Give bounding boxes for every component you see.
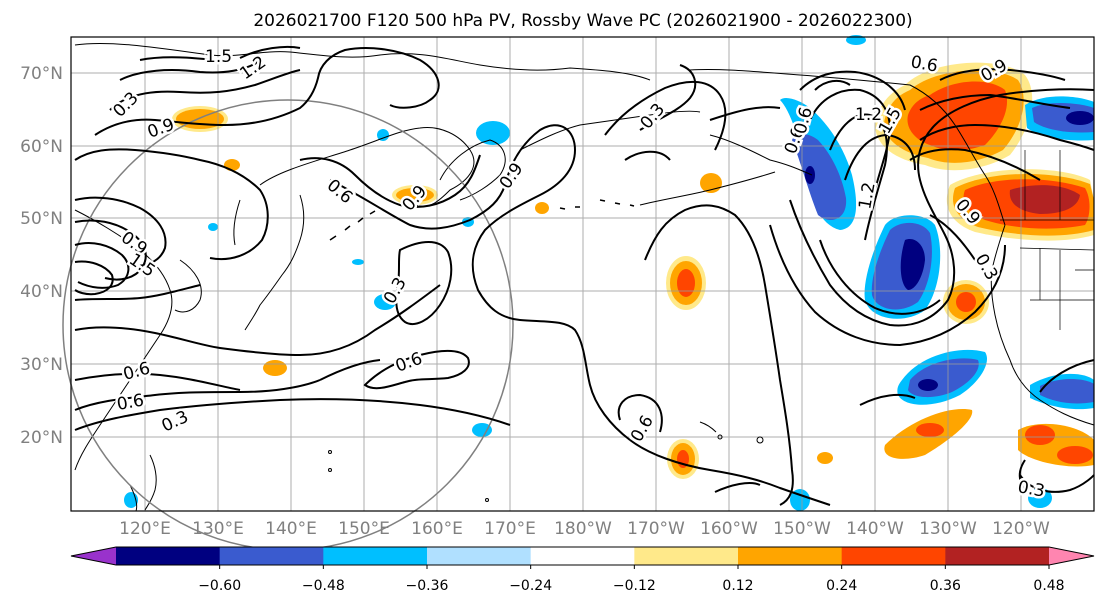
colorbar-tick-label: −0.60 [198, 578, 241, 594]
negative-anomalies [124, 35, 1094, 511]
colorbar-tick-label: 0.48 [1033, 578, 1064, 594]
colorbar-segment [427, 547, 532, 565]
colorbar-outline [70, 546, 1095, 566]
lon-tick-label: 140°E [265, 519, 317, 539]
colorbar-tick-label: 0.36 [930, 578, 961, 594]
colorbar-tick-label: −0.36 [406, 578, 449, 594]
colorbar-segment [634, 547, 739, 565]
lon-tick-label: 140°W [846, 519, 904, 539]
lon-tick-label: 170°E [484, 519, 536, 539]
lon-tick-label: 180°W [554, 519, 612, 539]
map-frame [70, 36, 1095, 512]
colorbar-segment [530, 547, 635, 565]
colorbar-segment [116, 547, 221, 565]
lat-tick-label: 30°N [20, 355, 63, 375]
lon-tick-label: 150°W [773, 519, 831, 539]
pv-contours [74, 45, 1095, 506]
colorbar-tick-label: −0.24 [509, 578, 552, 594]
colorbar-segment [945, 547, 1050, 565]
colorbar-tick-label: 0.12 [722, 578, 753, 594]
lat-tick-label: 60°N [20, 137, 63, 157]
colorbar: −0.60 −0.48 −0.36 −0.24 −0.12 0.12 0.24 0.36 0.4… [70, 546, 1095, 594]
lon-tick-label: 150°E [338, 519, 390, 539]
lon-tick-label: 120°E [119, 519, 171, 539]
lat-tick-label: 50°N [20, 209, 63, 229]
colorbar-segment [841, 547, 946, 565]
map-title: 2026021700 F120 500 hPa PV, Rossby Wave … [253, 11, 912, 31]
colorbar-tick-label: 0.24 [826, 578, 857, 594]
lat-axis: 70°N 60°N 50°N 40°N 30°N 20°N [20, 64, 63, 448]
coastlines [74, 42, 1095, 512]
colorbar-segment [323, 547, 428, 565]
contour-label: 1.2 [855, 105, 882, 125]
lat-tick-label: 70°N [20, 64, 63, 84]
positive-anomalies [172, 62, 1094, 479]
lat-tick-label: 40°N [20, 282, 63, 302]
lon-tick-label: 160°E [411, 519, 463, 539]
gridlines [71, 37, 1094, 511]
map-panel: 1.5 1.2 0.9 0.6 0.3 0.3 0.9 0.6 0.9 0.3 … [62, 35, 1095, 551]
lon-axis: 120°E 130°E 140°E 150°E 160°E 170°E 180°… [119, 519, 1050, 539]
colorbar-segment [738, 547, 843, 565]
lon-tick-label: 170°W [627, 519, 685, 539]
lon-tick-label: 160°W [700, 519, 758, 539]
colorbar-tick-label: −0.12 [613, 578, 656, 594]
lat-tick-label: 20°N [20, 428, 63, 448]
colorbar-extend-high [1049, 547, 1094, 565]
contour-label: 1.5 [205, 47, 232, 67]
colorbar-tick-label: −0.48 [302, 578, 345, 594]
colorbar-extend-low [71, 547, 116, 565]
lon-tick-label: 130°W [919, 519, 977, 539]
colorbar-segment [219, 547, 324, 565]
lon-tick-label: 120°W [992, 519, 1050, 539]
lon-tick-label: 130°E [192, 519, 244, 539]
